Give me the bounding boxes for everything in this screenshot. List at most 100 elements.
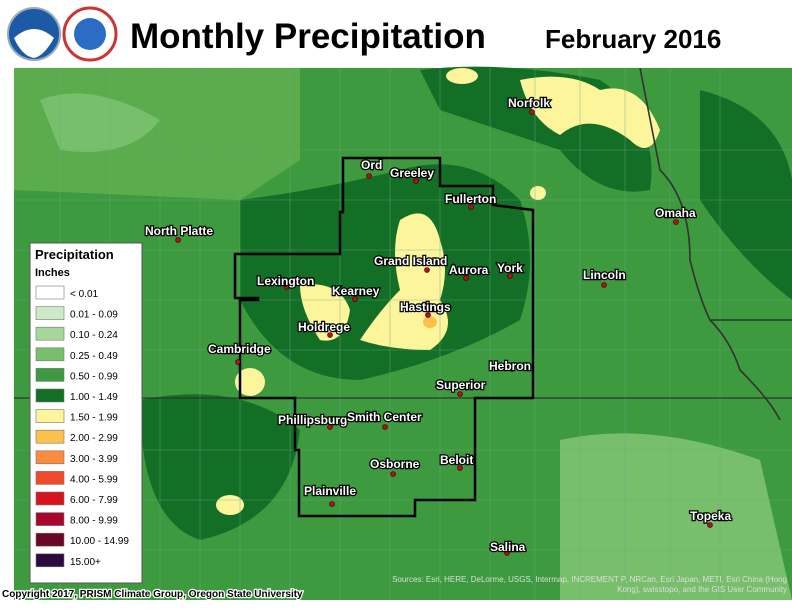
legend-label: 0.50 - 0.99	[70, 371, 118, 382]
city-dot	[463, 275, 469, 281]
city-dot	[601, 282, 607, 288]
legend-swatch	[35, 512, 65, 526]
nws-logo-center	[74, 18, 106, 50]
zone	[700, 90, 792, 300]
legend-swatch	[35, 553, 65, 568]
wfo-boundary	[233, 156, 535, 518]
city-dot	[352, 296, 358, 302]
city-dot	[327, 332, 333, 338]
legend-label: 4.00 - 5.99	[70, 474, 118, 485]
city-label: Holdrege	[298, 320, 350, 334]
city-label: Lexington	[257, 274, 314, 288]
city-label: Cambridge	[208, 342, 271, 356]
city-label: Phillipsburg	[278, 413, 347, 427]
state-border	[639, 67, 792, 421]
map	[14, 66, 792, 600]
zone	[300, 284, 350, 341]
copyright: Copyright 2017, PRISM Climate Group, Ore…	[2, 589, 303, 600]
legend-label: 15.00+	[70, 557, 101, 568]
zone	[40, 93, 160, 152]
city-dot	[390, 471, 396, 477]
zone	[235, 368, 265, 396]
city-label: Salina	[490, 540, 526, 554]
zone	[423, 316, 437, 328]
city-label: Lincoln	[583, 268, 626, 282]
legend-swatch	[35, 532, 65, 547]
city-label: North Platte	[145, 224, 213, 238]
city-label: Hebron	[489, 359, 531, 373]
zone	[560, 433, 792, 600]
city-dot	[425, 312, 431, 318]
city-dot	[284, 284, 290, 290]
city-dot	[504, 550, 510, 556]
zone	[140, 394, 300, 540]
legend-swatch	[35, 429, 65, 444]
city-dot	[529, 109, 535, 115]
header-bg	[0, 0, 792, 68]
city-dot	[382, 424, 388, 430]
city-dot	[509, 366, 515, 372]
city-dot	[673, 219, 679, 225]
city-dot	[329, 501, 335, 507]
city-label: Beloit	[440, 453, 473, 467]
city-label: Superior	[436, 378, 486, 392]
legend-swatch	[35, 285, 65, 300]
city-label: Plainville	[304, 484, 356, 498]
city-label: York	[497, 261, 523, 275]
legend-swatch	[35, 326, 65, 341]
legend-label: 0.25 - 0.49	[70, 351, 118, 362]
legend-label: 8.00 - 9.99	[70, 516, 118, 527]
legend-swatch	[35, 409, 65, 423]
legend-label: 6.00 - 7.99	[70, 495, 118, 506]
city-dot	[468, 204, 474, 210]
legend-swatch	[35, 450, 65, 465]
city-label: Greeley	[390, 166, 434, 180]
city-dot	[507, 273, 513, 279]
city-label: Smith Center	[347, 410, 422, 424]
legend-label: 1.00 - 1.49	[70, 392, 118, 403]
city-dot	[457, 465, 463, 471]
legend: Precipitation Inches < 0.01 0.01 - 0.09 0.…	[29, 242, 143, 584]
city-label: Topeka	[690, 509, 731, 523]
city-dot	[457, 391, 463, 397]
date: February 2016	[545, 24, 721, 54]
city-dot	[175, 237, 181, 243]
city-dot	[366, 173, 372, 179]
city-dot	[235, 359, 241, 365]
legend-swatch	[35, 368, 65, 382]
zone	[446, 68, 478, 84]
title: Monthly Precipitation	[130, 17, 486, 56]
legend-label: 1.50 - 1.99	[70, 413, 118, 424]
legend-label: 3.00 - 3.99	[70, 454, 118, 465]
legend-label: 10.00 - 14.99	[70, 536, 129, 547]
city-label: Osborne	[370, 457, 420, 471]
legend-swatch	[35, 347, 65, 362]
legend-label: < 0.01	[70, 289, 99, 300]
legend-label: 0.10 - 0.24	[70, 330, 118, 341]
city-label: Fullerton	[445, 192, 496, 206]
city-dot	[707, 522, 713, 528]
city-dot	[424, 267, 430, 273]
city-label: Hastings	[400, 300, 451, 314]
legend-units: Inches	[35, 267, 70, 279]
city-label: Grand Island	[374, 254, 447, 268]
source: Sources: Esri, HERE, DeLorme, USGS, Inte…	[392, 575, 787, 594]
legend-swatch	[35, 306, 65, 320]
city-label: Omaha	[655, 206, 696, 220]
city-label: Ord	[361, 158, 382, 172]
legend-swatch	[35, 471, 65, 485]
city-label: Norfolk	[508, 96, 550, 110]
legend-swatch	[35, 388, 65, 403]
city-label: Kearney	[332, 284, 380, 298]
legend-label: 0.01 - 0.09	[70, 310, 118, 321]
noaa-logo-wave	[14, 29, 54, 58]
city-label: Aurora	[449, 263, 489, 277]
zone	[530, 186, 546, 200]
legend-label: 2.00 - 2.99	[70, 433, 118, 444]
legend-title: Precipitation	[35, 247, 114, 262]
source-box: Sources: Esri, HERE, DeLorme, USGS, Inte…	[392, 575, 787, 594]
city-dot	[327, 424, 333, 430]
city-dot	[413, 178, 419, 184]
legend-swatch	[35, 491, 65, 506]
